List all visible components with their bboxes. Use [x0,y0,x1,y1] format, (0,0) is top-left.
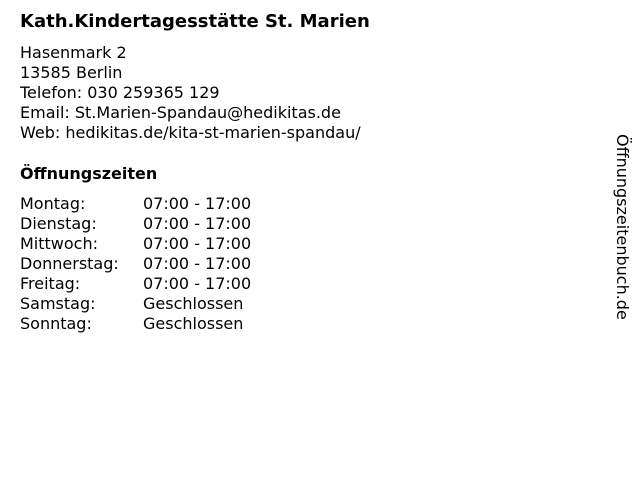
time: 07:00 - 17:00 [143,234,252,253]
hours-row: Mittwoch: 07:00 - 17:00 [20,234,251,254]
phone: Telefon: 030 259365 129 [20,83,220,102]
day: Samstag: [20,294,96,313]
time: Geschlossen [143,314,244,333]
hours-row: Donnerstag: 07:00 - 17:00 [20,254,251,274]
email: Email: St.Marien-Spandau@hedikitas.de [20,103,341,122]
day: Mittwoch: [20,234,98,253]
hours-row: Dienstag: 07:00 - 17:00 [20,214,251,234]
hours-row: Freitag: 07:00 - 17:00 [20,274,251,294]
address-block: Hasenmark 2 13585 Berlin Telefon: 030 25… [20,43,361,143]
hours-table: Montag: 07:00 - 17:00 Dienstag: 07:00 - 17… [20,194,251,334]
day: Montag: [20,194,86,213]
city: 13585 Berlin [20,63,123,82]
site-watermark: Öffnungszeitenbuch.de [613,134,632,320]
time: 07:00 - 17:00 [143,254,252,273]
website: Web: hedikitas.de/kita-st-marien-spandau… [20,123,361,142]
time: 07:00 - 17:00 [143,274,252,293]
hours-heading: Öffnungszeiten [20,164,158,183]
hours-row: Sonntag: Geschlossen [20,314,243,334]
hours-row: Montag: 07:00 - 17:00 [20,194,251,214]
page-title: Kath.Kindertagesstätte St. Marien [20,11,370,32]
day: Sonntag: [20,314,92,333]
day: Freitag: [20,274,81,293]
time: Geschlossen [143,294,244,313]
time: 07:00 - 17:00 [143,214,252,233]
street: Hasenmark 2 [20,43,127,62]
time: 07:00 - 17:00 [143,194,252,213]
hours-row: Samstag: Geschlossen [20,294,243,314]
day: Donnerstag: [20,254,119,273]
day: Dienstag: [20,214,97,233]
